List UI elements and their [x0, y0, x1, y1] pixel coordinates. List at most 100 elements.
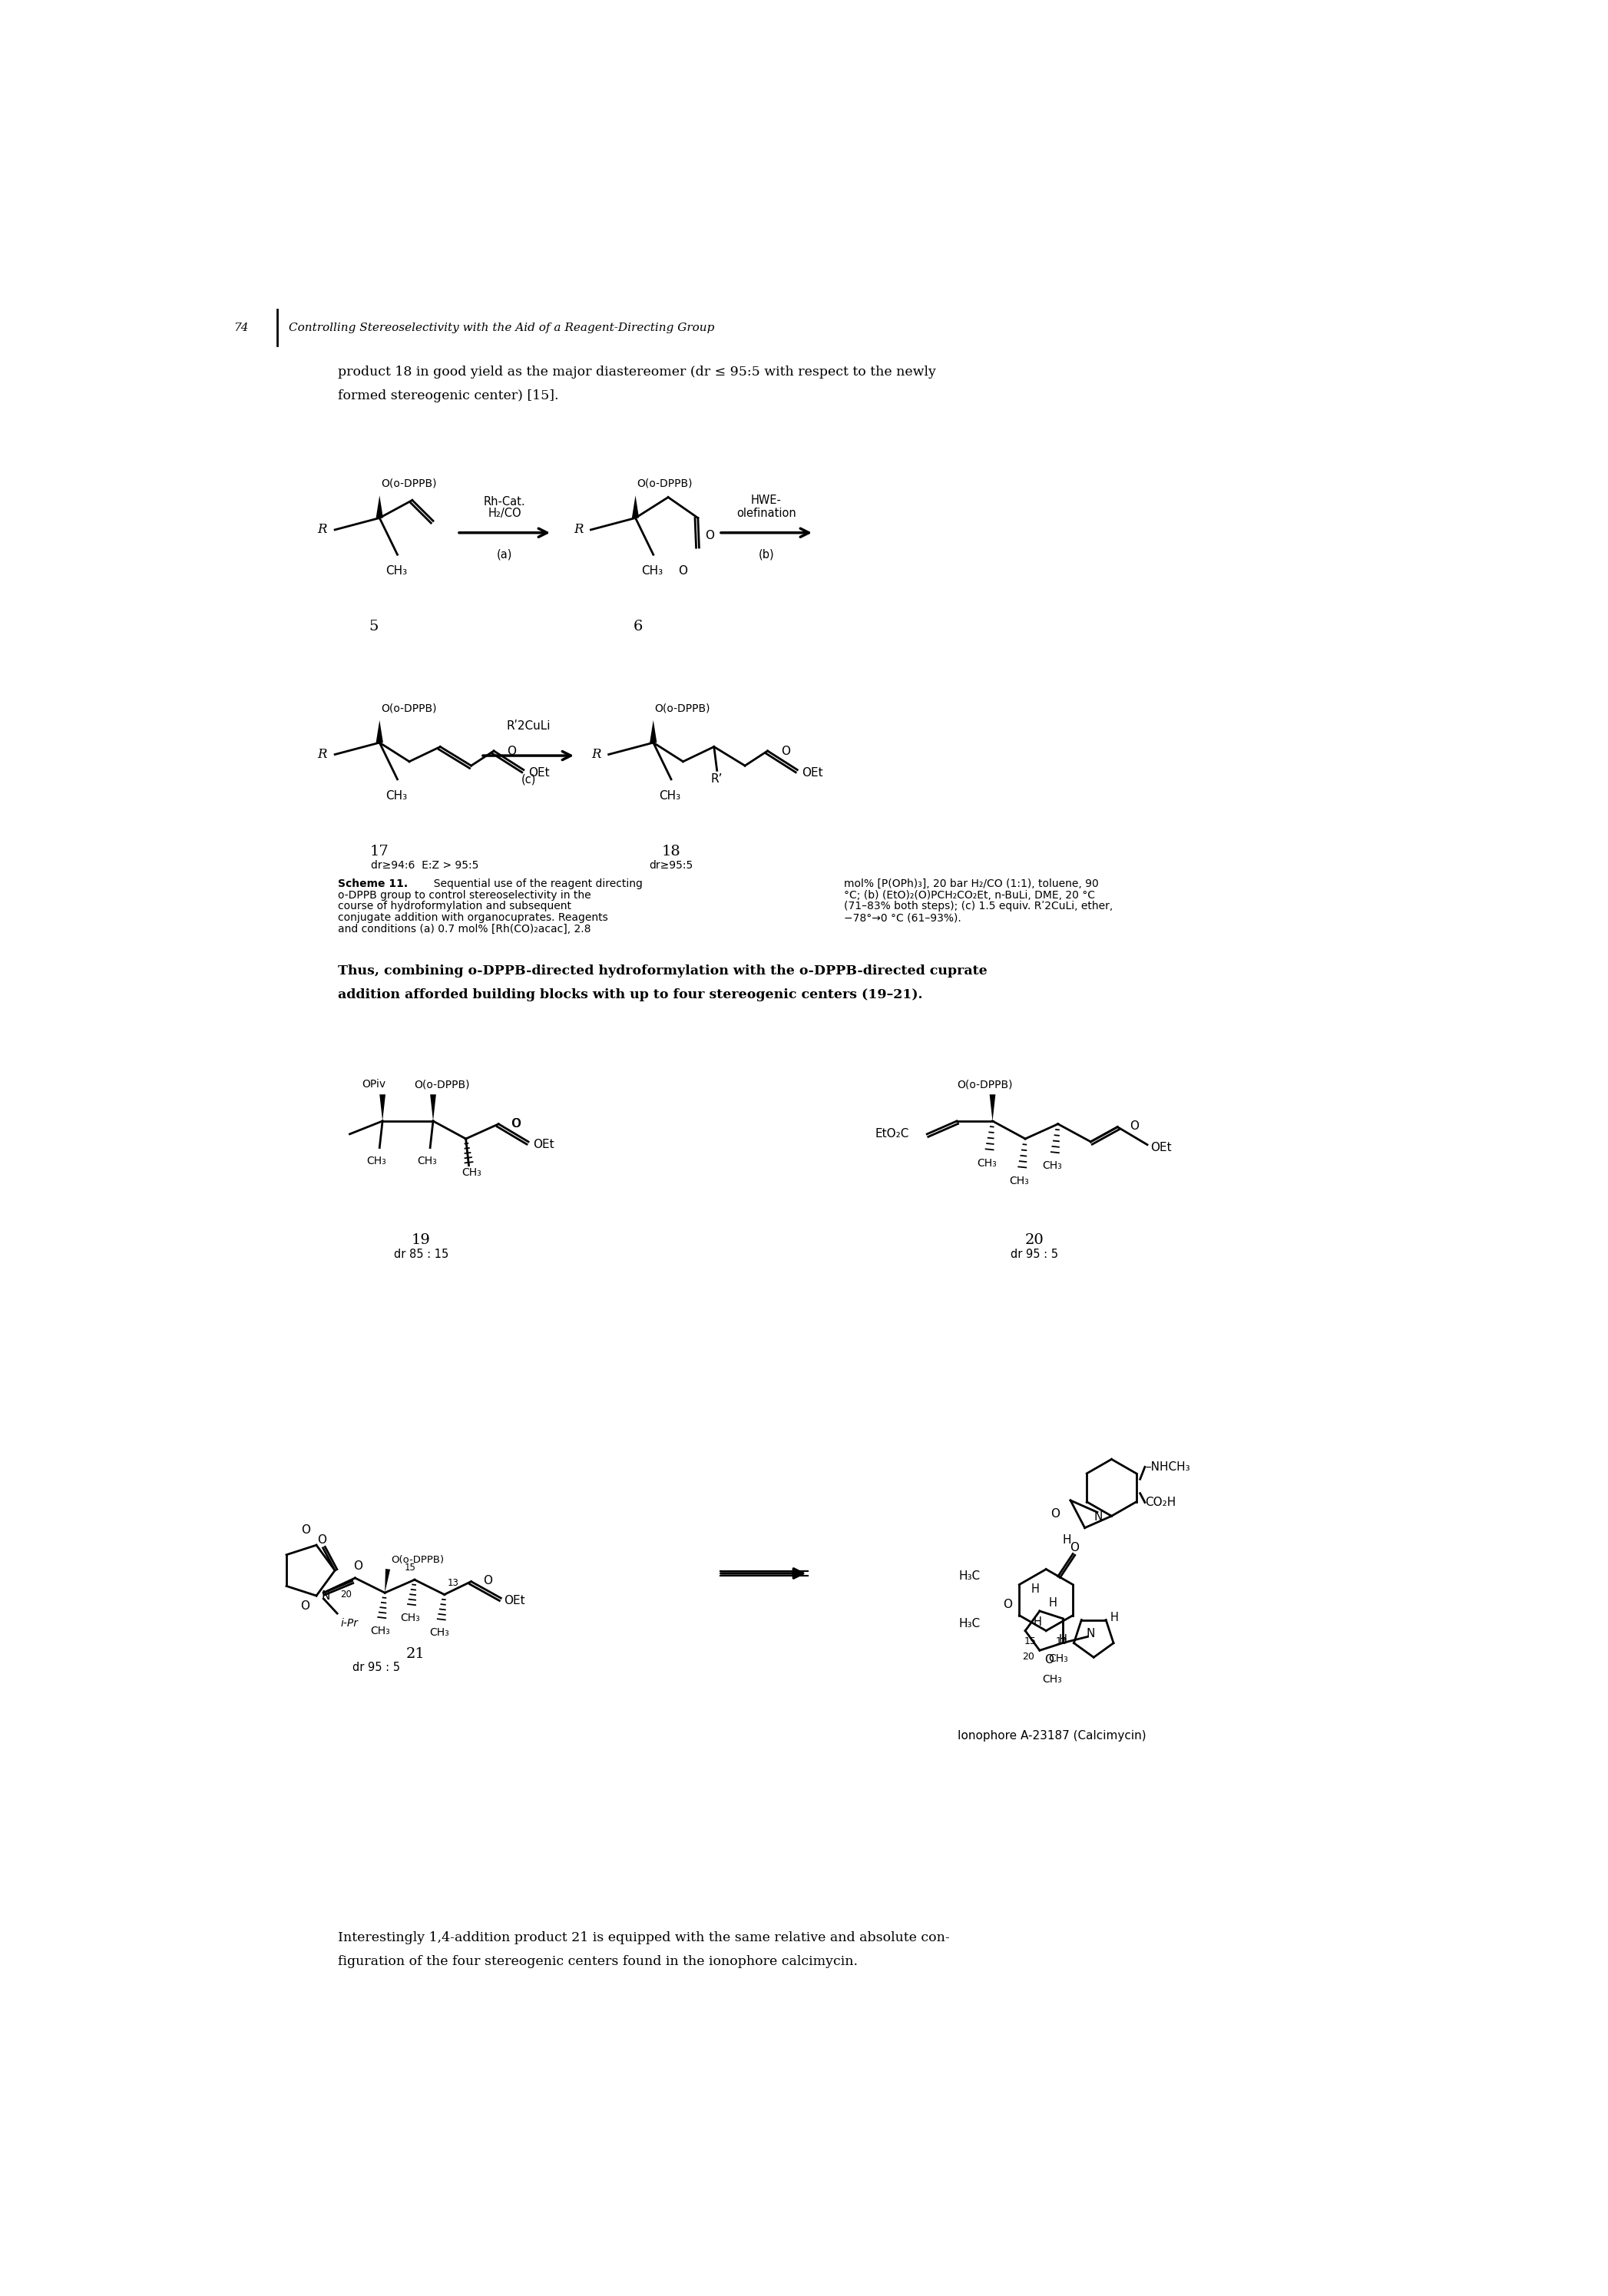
Text: (c): (c) [521, 774, 535, 785]
Text: OEt: OEt [503, 1596, 526, 1607]
Text: –NHCH₃: –NHCH₃ [1145, 1460, 1190, 1472]
Text: H: H [1032, 1616, 1042, 1628]
Text: OEt: OEt [802, 767, 823, 778]
Text: i-Pr: i-Pr [341, 1619, 359, 1628]
Text: O: O [704, 530, 714, 542]
Text: R: R [317, 523, 326, 537]
Text: H: H [1111, 1612, 1119, 1623]
Text: 19: 19 [412, 1233, 431, 1247]
Text: CH₃: CH₃ [386, 790, 407, 801]
Text: O: O [511, 1118, 519, 1130]
Text: O(o-DPPB): O(o-DPPB) [381, 703, 436, 714]
Text: formed stereogenic center) [15].: formed stereogenic center) [15]. [338, 388, 558, 402]
Text: O(o-DPPB): O(o-DPPB) [957, 1079, 1013, 1091]
Text: O: O [301, 1600, 310, 1612]
Polygon shape [376, 721, 383, 742]
Text: (b): (b) [759, 549, 775, 560]
Text: O(o-DPPB): O(o-DPPB) [391, 1554, 444, 1566]
Text: 17: 17 [370, 845, 389, 859]
Text: N: N [322, 1589, 330, 1603]
Text: O: O [317, 1534, 326, 1545]
Text: CH₃: CH₃ [429, 1628, 450, 1637]
Text: 6: 6 [634, 620, 643, 634]
Text: CH₃: CH₃ [370, 1626, 391, 1637]
Text: R: R [317, 748, 326, 760]
Text: O(o-DPPB): O(o-DPPB) [637, 478, 693, 489]
Text: (71–83% both steps); (c) 1.5 equiv. Rʹ2CuLi, ether,: (71–83% both steps); (c) 1.5 equiv. Rʹ2C… [844, 900, 1113, 912]
Text: O: O [507, 746, 516, 758]
Polygon shape [989, 1095, 995, 1120]
Polygon shape [632, 496, 638, 519]
Text: (a): (a) [497, 549, 513, 560]
Text: OEt: OEt [529, 767, 550, 778]
Text: O: O [1045, 1655, 1053, 1667]
Text: 13: 13 [447, 1577, 458, 1589]
Text: mol% [P(OPh)₃], 20 bar H₂/CO (1:1), toluene, 90: mol% [P(OPh)₃], 20 bar H₂/CO (1:1), tolu… [844, 879, 1098, 889]
Text: 15: 15 [1024, 1637, 1037, 1646]
Text: Rh-Cat.: Rh-Cat. [484, 496, 526, 507]
Text: Scheme 11.: Scheme 11. [338, 879, 408, 889]
Text: CH₃: CH₃ [642, 565, 662, 576]
Text: figuration of the four stereogenic centers found in the ionophore calcimycin.: figuration of the four stereogenic cente… [338, 1954, 857, 1968]
Text: N: N [1087, 1628, 1095, 1639]
Text: dr≥94:6  E:Z > 95:5: dr≥94:6 E:Z > 95:5 [370, 859, 479, 870]
Polygon shape [376, 496, 383, 519]
Text: course of hydroformylation and subsequent: course of hydroformylation and subsequen… [338, 900, 571, 912]
Text: 74: 74 [233, 321, 249, 333]
Text: 13: 13 [1055, 1637, 1068, 1646]
Text: °C; (b) (EtO)₂(O)PCH₂CO₂Et, n-BuLi, DME, 20 °C: °C; (b) (EtO)₂(O)PCH₂CO₂Et, n-BuLi, DME,… [844, 891, 1095, 900]
Text: Controlling Stereoselectivity with the Aid of a Reagent-Directing Group: Controlling Stereoselectivity with the A… [289, 321, 716, 333]
Text: O: O [482, 1575, 492, 1587]
Text: o-DPPB group to control stereoselectivity in the: o-DPPB group to control stereoselectivit… [338, 891, 592, 900]
Text: CH₃: CH₃ [386, 565, 407, 576]
Text: CO₂H: CO₂H [1145, 1497, 1175, 1508]
Text: CH₃: CH₃ [1042, 1674, 1061, 1685]
Text: O: O [354, 1561, 363, 1573]
Text: CH₃: CH₃ [659, 790, 680, 801]
Text: R’: R’ [711, 774, 724, 785]
Text: HWE-: HWE- [751, 494, 781, 505]
Text: CH₃: CH₃ [400, 1612, 420, 1623]
Text: dr≥95:5: dr≥95:5 [650, 859, 693, 870]
Text: 20: 20 [1023, 1651, 1034, 1662]
Text: N: N [1093, 1511, 1103, 1522]
Text: H₃C: H₃C [958, 1619, 981, 1630]
Text: CH₃: CH₃ [416, 1155, 437, 1166]
Text: O: O [301, 1525, 310, 1536]
Text: CH₃: CH₃ [1010, 1176, 1029, 1187]
Text: CH₃: CH₃ [367, 1155, 386, 1166]
Text: H₃C: H₃C [958, 1570, 981, 1582]
Text: OEt: OEt [534, 1139, 555, 1150]
Text: H: H [1031, 1584, 1039, 1596]
Text: O: O [1069, 1543, 1079, 1554]
Text: dr 95 : 5: dr 95 : 5 [1010, 1249, 1058, 1261]
Text: olefination: olefination [736, 507, 796, 519]
Text: Interestingly 1,4-addition product 21 is equipped with the same relative and abs: Interestingly 1,4-addition product 21 is… [338, 1931, 950, 1945]
Text: OEt: OEt [1150, 1141, 1172, 1153]
Text: O(o-DPPB): O(o-DPPB) [654, 703, 711, 714]
Text: R: R [592, 748, 601, 760]
Text: 18: 18 [661, 845, 680, 859]
Text: 20: 20 [1024, 1233, 1044, 1247]
Text: O: O [1003, 1598, 1011, 1609]
Text: 5: 5 [368, 620, 378, 634]
Text: EtO₂C: EtO₂C [875, 1127, 909, 1139]
Text: H₂/CO: H₂/CO [487, 507, 521, 519]
Text: dr 95 : 5: dr 95 : 5 [352, 1662, 400, 1674]
Text: Sequential use of the reagent directing: Sequential use of the reagent directing [428, 879, 643, 889]
Text: conjugate addition with organocuprates. Reagents: conjugate addition with organocuprates. … [338, 912, 608, 923]
Polygon shape [650, 721, 658, 742]
Text: CH₃: CH₃ [461, 1166, 482, 1178]
Text: 21: 21 [405, 1646, 425, 1660]
Text: H: H [1058, 1635, 1068, 1646]
Text: and conditions (a) 0.7 mol% [Rh(CO)₂acac], 2.8: and conditions (a) 0.7 mol% [Rh(CO)₂acac… [338, 923, 590, 934]
Text: O(o-DPPB): O(o-DPPB) [413, 1079, 470, 1091]
Text: CH₃: CH₃ [1048, 1653, 1068, 1665]
Text: Thus, combining o-DPPB-directed hydroformylation with the o-DPPB-directed cuprat: Thus, combining o-DPPB-directed hydrofor… [338, 964, 987, 978]
Text: −78°→0 °C (61–93%).: −78°→0 °C (61–93%). [844, 912, 962, 923]
Polygon shape [379, 1095, 386, 1120]
Text: O: O [511, 1118, 521, 1130]
Text: Ionophore A-23187 (Calcimycin): Ionophore A-23187 (Calcimycin) [958, 1731, 1147, 1743]
Text: CH₃: CH₃ [1042, 1162, 1061, 1171]
Text: O: O [1050, 1508, 1060, 1520]
